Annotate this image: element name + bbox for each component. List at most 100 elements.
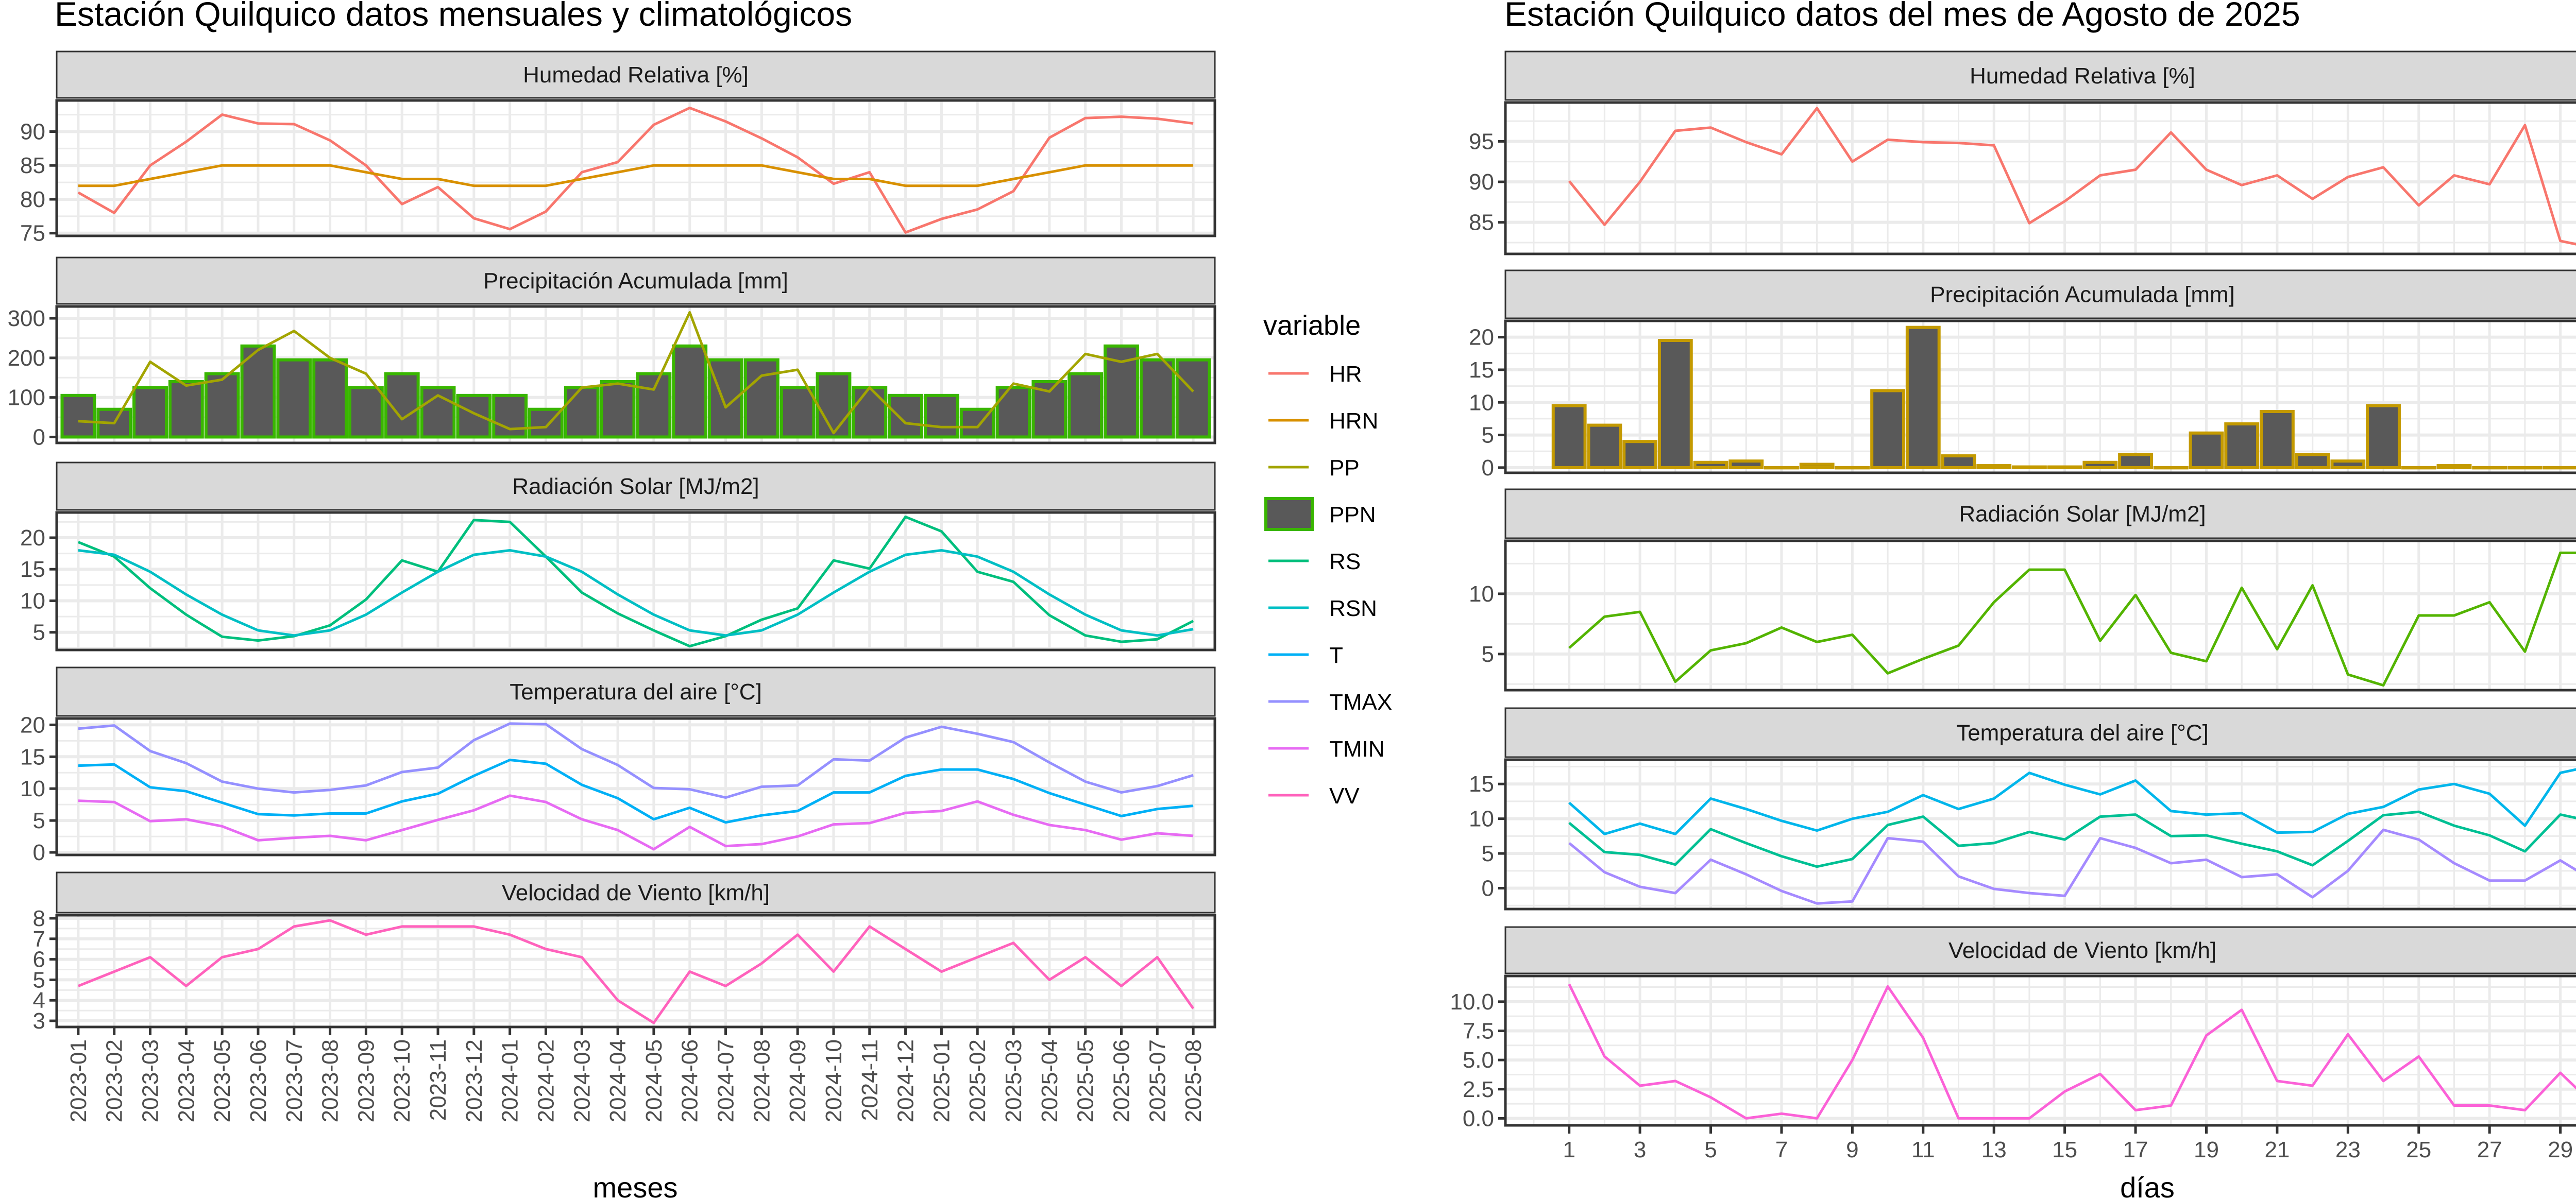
y-tick-label: 0 — [1482, 876, 1494, 901]
panel-strip-label: Precipitación Acumulada [mm] — [483, 268, 788, 294]
panel-background — [57, 512, 1215, 650]
x-tick-label: 27 — [2477, 1137, 2502, 1162]
bar-PPN — [312, 358, 348, 439]
y-tick-label: 15 — [1469, 772, 1494, 797]
x-tick-label: 2023-10 — [389, 1039, 415, 1122]
y-tick-label: 100 — [8, 385, 45, 410]
bar-PPN — [995, 386, 1031, 439]
y-tick-label: 0.0 — [1463, 1106, 1494, 1131]
bar-PP — [2118, 453, 2153, 469]
bar-PP — [1657, 338, 1693, 469]
x-tick-label: 21 — [2264, 1137, 2290, 1162]
x-tick-label: 2025-01 — [929, 1039, 954, 1122]
bar-PPN — [600, 380, 636, 439]
panel-strip — [1504, 707, 2576, 758]
y-tick-label: 15 — [20, 557, 45, 582]
x-tick-label: 2023-08 — [318, 1039, 343, 1122]
daily-chart: Humedad Relativa [%]859095Precipitación … — [1450, 50, 2576, 1162]
y-tick-label: 5 — [33, 620, 45, 645]
legend-item-TMAX: TMAX — [1268, 690, 1392, 715]
legend-item-T: T — [1268, 643, 1343, 668]
legend-label: RS — [1329, 549, 1361, 574]
x-tick-label: 2024-09 — [785, 1039, 810, 1122]
legend-title: variable — [1263, 310, 1361, 341]
y-tick-label: 5 — [1482, 423, 1494, 448]
x-tick-label: 2023-12 — [462, 1039, 487, 1122]
x-tick-label: 1 — [1563, 1137, 1575, 1162]
panel-strip-label: Radiación Solar [MJ/m2] — [512, 474, 759, 499]
bar-PPN — [564, 386, 600, 439]
x-tick-label: 2023-09 — [353, 1039, 379, 1122]
bar-PPN — [240, 344, 276, 439]
legend-label: T — [1329, 643, 1343, 668]
monthly-chart: Humedad Relativa [%]75808590Precipitació… — [8, 50, 1216, 1122]
bar-PPN — [276, 358, 312, 439]
y-tick-label: 10.0 — [1450, 989, 1494, 1015]
y-tick-label: 85 — [20, 153, 45, 178]
x-tick-label: 15 — [2052, 1137, 2077, 1162]
y-tick-label: 95 — [1469, 129, 1494, 154]
y-tick-label: 20 — [1469, 325, 1494, 350]
legend-key-bar — [1264, 497, 1314, 531]
x-tick-label: 2025-02 — [965, 1039, 990, 1122]
panel-2: Radiación Solar [MJ/m2] 5 10 15 20 — [20, 461, 1216, 652]
y-tick-label: 10 — [20, 776, 45, 801]
x-tick-label: 9 — [1846, 1137, 1858, 1162]
panel-background — [57, 718, 1215, 855]
panel-1: Precipitación Acumulada [mm] 0 100 200 300 — [8, 256, 1216, 450]
y-tick-label: 10 — [1469, 581, 1494, 607]
panel-strip — [1504, 269, 2576, 319]
legend-label: RSN — [1329, 596, 1377, 621]
legend-label: PPN — [1329, 502, 1376, 527]
legend-item-HRN: HRN — [1268, 408, 1378, 434]
y-tick-label: 6 — [33, 947, 45, 972]
x-tick-label: 2023-11 — [426, 1039, 451, 1121]
series-line-RS — [77, 516, 1194, 648]
x-tick-label: 5 — [1704, 1137, 1717, 1162]
panel-3: Temperatura del aire [°C] 0 5 10 15 — [1469, 707, 2576, 911]
x-tick-label: 2024-12 — [893, 1039, 919, 1122]
x-tick-label: 2024-02 — [533, 1039, 558, 1122]
bar-PP — [1693, 460, 1728, 469]
bar-PPN — [420, 386, 456, 439]
x-tick-label: 2024-10 — [821, 1039, 846, 1122]
panel-2: Radiación Solar [MJ/m2] 5 10 — [1469, 488, 2576, 692]
x-tick-label: 17 — [2123, 1137, 2148, 1162]
bar-PPN — [348, 386, 384, 439]
series-line-HRN — [78, 164, 1194, 187]
series-line-HR — [77, 107, 1194, 234]
y-tick-label: 7 — [33, 927, 45, 952]
panel-strip-label: Humedad Relativa [%] — [523, 62, 749, 88]
legend-item-HR: HR — [1268, 362, 1362, 387]
panel-strip — [56, 461, 1216, 511]
x-tick-label: 2024-05 — [641, 1039, 667, 1122]
x-tick-label: 3 — [1634, 1137, 1646, 1162]
x-tick-label: 2024-06 — [677, 1039, 703, 1122]
x-tick-label: 2024-01 — [498, 1039, 523, 1122]
legend-item-TMIN: TMIN — [1268, 736, 1385, 762]
y-tick-label: 20 — [20, 525, 45, 551]
y-tick-label: 7.5 — [1463, 1018, 1494, 1043]
panel-strip-label: Temperatura del aire [°C] — [510, 679, 762, 705]
y-tick-label: 4 — [33, 988, 45, 1013]
bar-PP — [1870, 389, 1906, 469]
y-tick-label: 10 — [1469, 807, 1494, 832]
bar-PPN — [168, 380, 204, 439]
bar-PPN — [852, 386, 888, 439]
y-tick-label: 3 — [33, 1008, 45, 1034]
y-tick-label: 0 — [33, 840, 45, 865]
bar-PP — [1551, 404, 1587, 469]
panel-border — [1504, 101, 2576, 255]
y-tick-label: 0 — [1482, 455, 1494, 481]
bar-PPN — [1031, 380, 1067, 439]
y-tick-label: 10 — [1469, 390, 1494, 415]
y-tick-label: 5 — [33, 967, 45, 992]
x-tick-label: 29 — [2548, 1137, 2573, 1162]
x-axis-title-monthly: meses — [593, 1171, 678, 1199]
bar-PP — [1941, 454, 1976, 469]
bar-PP — [1587, 423, 1622, 469]
panel-border — [1504, 974, 2576, 1127]
bar-PPN — [888, 393, 924, 439]
x-tick-label: 2023-01 — [66, 1039, 91, 1122]
